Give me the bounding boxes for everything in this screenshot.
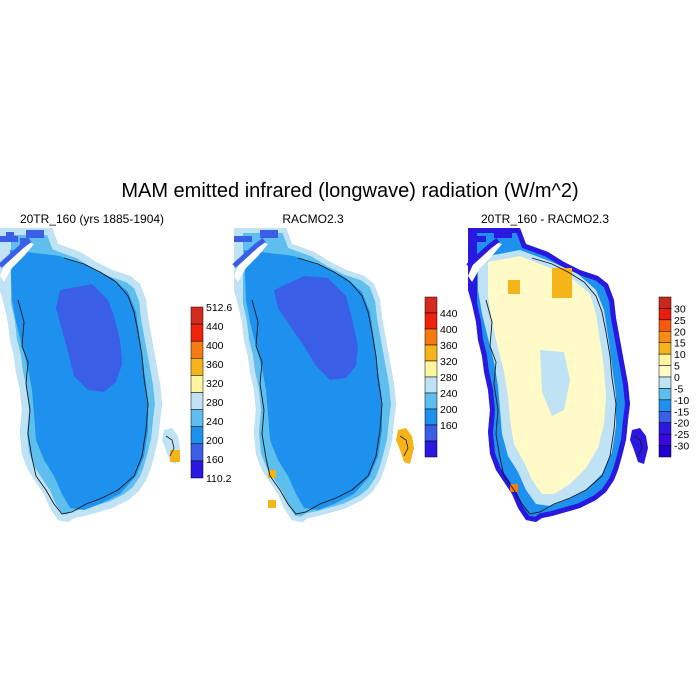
colorbar-swatch bbox=[190, 340, 204, 359]
colorbar-label: 30 bbox=[674, 303, 686, 315]
colorbar-swatch bbox=[658, 422, 672, 435]
colorbar-swatch bbox=[658, 353, 672, 366]
map-model-panel bbox=[0, 228, 180, 522]
colorbar-label: 240 bbox=[440, 388, 458, 400]
colorbar-label: -25 bbox=[674, 429, 689, 441]
colorbar-swatch bbox=[658, 319, 672, 332]
colorbar-swatch bbox=[658, 342, 672, 355]
colorbar-label: 320 bbox=[440, 356, 458, 368]
colorbar-1: 440 400 360 320 280 240 200 160 bbox=[424, 296, 458, 458]
colorbar-swatch bbox=[424, 296, 438, 314]
colorbar-label: 160 bbox=[440, 420, 458, 432]
map-racmo-panel bbox=[232, 228, 414, 522]
colorbar-swatch bbox=[658, 308, 672, 321]
colorbar-label: 360 bbox=[440, 340, 458, 352]
colorbar-label: 5 bbox=[674, 361, 680, 373]
colorbar-label: -20 bbox=[674, 418, 689, 430]
colorbar-label: 240 bbox=[206, 416, 224, 428]
colorbar-swatch bbox=[424, 328, 438, 346]
colorbar-swatch bbox=[424, 392, 438, 410]
colorbar-swatch bbox=[190, 409, 204, 427]
colorbar-label: 360 bbox=[206, 359, 224, 371]
colorbar-label: -10 bbox=[674, 395, 689, 407]
map-difference-panel bbox=[466, 228, 648, 522]
panel-title-difference: 20TR_160 - RACMO2.3 bbox=[480, 212, 610, 226]
colorbar-label: -5 bbox=[674, 383, 683, 395]
colorbar-label: 15 bbox=[674, 338, 686, 350]
colorbar-swatch bbox=[658, 411, 672, 423]
colorbar-label: 320 bbox=[206, 378, 224, 390]
colorbar-label: 160 bbox=[206, 454, 224, 466]
colorbars: 512.6440400360320280240200160110.2440400… bbox=[190, 296, 689, 485]
colorbar-swatch bbox=[190, 460, 204, 479]
colorbar-label: -15 bbox=[674, 406, 689, 418]
colorbar-swatch bbox=[658, 399, 672, 412]
colorbar-swatch bbox=[658, 296, 672, 309]
colorbar-swatch bbox=[658, 445, 672, 458]
colorbar-swatch bbox=[424, 408, 438, 426]
figure-title: MAM emitted infrared (longwave) radiatio… bbox=[121, 180, 579, 202]
colorbar-swatch bbox=[658, 388, 672, 401]
colorbar-swatch bbox=[658, 331, 672, 343]
panel-title-racmo: RACMO2.3 bbox=[282, 212, 344, 226]
colorbar-swatch bbox=[658, 365, 672, 378]
colorbar-swatch bbox=[190, 323, 204, 342]
colorbar-label: 512.6 bbox=[206, 302, 232, 314]
colorbar-label: 0 bbox=[674, 372, 680, 384]
colorbar-label: 280 bbox=[206, 397, 224, 409]
colorbar-swatch bbox=[424, 312, 438, 330]
colorbar-label: 20 bbox=[674, 326, 686, 338]
colorbar-label: 400 bbox=[440, 324, 458, 336]
colorbar-label: 440 bbox=[206, 321, 224, 333]
colorbar-swatch bbox=[424, 344, 438, 362]
colorbar-label: 10 bbox=[674, 349, 686, 361]
colorbar-label: 400 bbox=[206, 340, 224, 352]
colorbar-swatch bbox=[190, 392, 204, 410]
colorbar-swatch bbox=[190, 306, 204, 325]
colorbar-swatch bbox=[190, 375, 204, 393]
colorbar-label: 200 bbox=[440, 404, 458, 416]
colorbar-label: 280 bbox=[440, 372, 458, 384]
colorbar-swatch bbox=[424, 440, 438, 458]
colorbar-swatch bbox=[658, 376, 672, 389]
colorbar-swatch bbox=[424, 360, 438, 378]
colorbar-0: 512.6 440 400 360 320 280 240 200 160 110.2 bbox=[190, 302, 232, 485]
colorbar-label: 440 bbox=[440, 308, 458, 320]
colorbar-label: 200 bbox=[206, 435, 224, 447]
colorbar-label: 25 bbox=[674, 315, 686, 327]
colorbar-swatch bbox=[190, 358, 204, 376]
colorbar-label: 110.2 bbox=[206, 473, 232, 485]
panel-title-model: 20TR_160 (yrs 1885-1904) bbox=[19, 212, 165, 226]
colorbar-swatch bbox=[424, 424, 438, 442]
colorbar-swatch bbox=[424, 376, 438, 394]
colorbar-swatch bbox=[190, 426, 204, 445]
colorbar-swatch bbox=[190, 443, 204, 462]
colorbar-label: -30 bbox=[674, 441, 689, 453]
colorbar-swatch bbox=[658, 433, 672, 446]
